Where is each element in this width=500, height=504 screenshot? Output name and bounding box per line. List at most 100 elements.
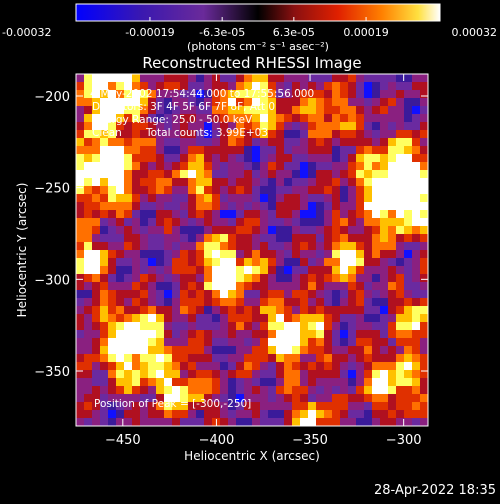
heatmap-cell [260,354,269,363]
heatmap-cell [404,202,413,211]
heatmap-cell [196,242,205,251]
heatmap-cell [188,282,197,291]
heatmap-cell [236,370,245,379]
heatmap-cell [172,338,181,347]
heatmap-cell [92,202,101,211]
heatmap-cell [356,378,365,387]
heatmap-cell [324,138,333,147]
heatmap-cell [316,290,325,299]
heatmap-cell [396,202,405,211]
heatmap-cell [204,146,213,155]
heatmap-cell [268,90,277,99]
heatmap-cell [108,298,117,307]
heatmap-cell [108,234,117,243]
heatmap-cell [356,250,365,259]
heatmap-cell [76,186,85,195]
heatmap-cell [356,98,365,107]
heatmap-cell [140,122,149,131]
heatmap-cell [316,210,325,219]
heatmap-cell [348,274,357,283]
heatmap-cell [212,186,221,195]
heatmap-cell [164,282,173,291]
heatmap-cell [308,82,317,91]
heatmap-cell [388,138,397,147]
heatmap-cell [116,146,125,155]
heatmap-cell [84,370,93,379]
heatmap-cell [380,210,389,219]
heatmap-cell [300,210,309,219]
heatmap-cell [220,346,229,355]
heatmap-cell [228,138,237,147]
heatmap-cell [124,338,133,347]
heatmap-cell [84,210,93,219]
heatmap-cell [92,290,101,299]
heatmap-cell [172,354,181,363]
heatmap-cell [244,306,253,315]
heatmap-cell [412,306,421,315]
heatmap-cell [348,210,357,219]
heatmap-cell [316,338,325,347]
heatmap-cell [148,322,157,331]
heatmap-cell [84,138,93,147]
heatmap-cell [148,122,157,131]
heatmap-cell [268,386,277,395]
heatmap-cell [348,122,357,131]
heatmap-cell [332,178,341,187]
heatmap-cell [188,106,197,115]
heatmap-cell [196,370,205,379]
heatmap-cell [356,290,365,299]
heatmap-cell [340,322,349,331]
heatmap-cell [156,98,165,107]
heatmap-cell [204,186,213,195]
heatmap-cell [348,162,357,171]
heatmap-cell [364,298,373,307]
heatmap-cell [412,394,421,403]
heatmap-cell [156,330,165,339]
heatmap-cell [268,178,277,187]
heatmap-cell [300,82,309,91]
heatmap-cell [148,330,157,339]
heatmap-cell [356,162,365,171]
heatmap-cell [180,290,189,299]
heatmap-cell [180,146,189,155]
heatmap-cell [404,74,413,83]
heatmap-cell [108,210,117,219]
heatmap-cell [252,418,261,426]
heatmap-cell [412,210,421,219]
heatmap-cell [372,98,381,107]
heatmap-cell [172,306,181,315]
heatmap-cell [340,154,349,163]
heatmap-cell [388,298,397,307]
heatmap-cell [356,386,365,395]
heatmap-cell [228,122,237,131]
heatmap-cell [340,402,349,411]
heatmap-cell [268,242,277,251]
heatmap-cell [220,234,229,243]
heatmap-cell [244,330,253,339]
heatmap-cell [148,386,157,395]
heatmap-cell [412,330,421,339]
heatmap-cell [372,274,381,283]
heatmap-cell [196,130,205,139]
heatmap-cell [84,82,93,91]
heatmap-cell [300,162,309,171]
heatmap-cell [92,378,101,387]
heatmap-cell [300,178,309,187]
heatmap-cell [76,386,85,395]
heatmap-cell [84,274,93,283]
heatmap-cell [268,298,277,307]
heatmap-cell [188,394,197,403]
heatmap-cell [412,258,421,267]
heatmap-cell [124,138,133,147]
heatmap-cell [92,194,101,203]
heatmap-cell [276,210,285,219]
heatmap-cell [420,202,428,211]
heatmap-cell [236,378,245,387]
heatmap-cell [76,322,85,331]
heatmap-cell [356,274,365,283]
heatmap-cell [372,218,381,227]
heatmap-cell [372,122,381,131]
heatmap-cell [324,98,333,107]
heatmap-cell [172,314,181,323]
heatmap-cell [284,74,293,83]
